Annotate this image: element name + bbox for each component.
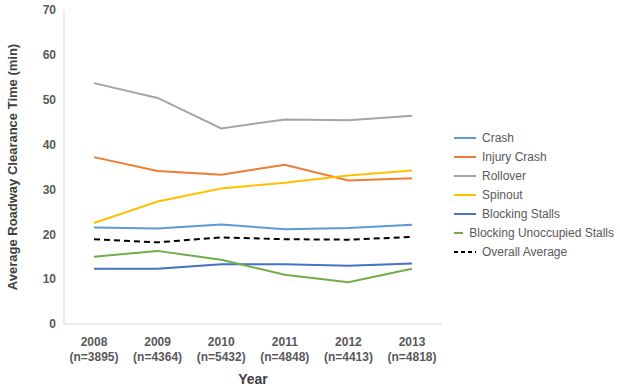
html-text:Rollover: Rollover (482, 169, 526, 183)
svg-text:Year: Year (238, 371, 268, 387)
html-text:Crash: Crash (482, 131, 514, 145)
svg-text:0: 0 (49, 317, 56, 331)
svg-text:Average Roadway Clearance Time: Average Roadway Clearance Time (min) (8, 44, 20, 290)
svg-text:2008(n=3895): 2008(n=3895) (69, 335, 118, 364)
svg-text:40: 40 (43, 138, 57, 152)
html-text:Spinout: Spinout (482, 188, 523, 202)
html-text:Overall Average: Overall Average (482, 245, 568, 259)
svg-text:10: 10 (43, 272, 57, 286)
svg-text:2012(n=4413): 2012(n=4413) (324, 335, 373, 364)
svg-text:2009(n=4364): 2009(n=4364) (133, 335, 182, 364)
svg-text:2011(n=4848): 2011(n=4848) (260, 335, 309, 364)
svg-text:30: 30 (43, 183, 57, 197)
svg-text:20: 20 (43, 228, 57, 242)
svg-text:70: 70 (43, 3, 57, 17)
html-text:Injury Crash: Injury Crash (482, 150, 547, 164)
svg-text:2010(n=5432): 2010(n=5432) (197, 335, 246, 364)
svg-text:50: 50 (43, 93, 57, 107)
svg-text:60: 60 (43, 48, 57, 62)
svg-text:2013(n=4818): 2013(n=4818) (387, 335, 436, 364)
html-text:Blocking Unoccupied Stalls: Blocking Unoccupied Stalls (469, 226, 614, 240)
html-text:Blocking Stalls: Blocking Stalls (482, 207, 560, 221)
